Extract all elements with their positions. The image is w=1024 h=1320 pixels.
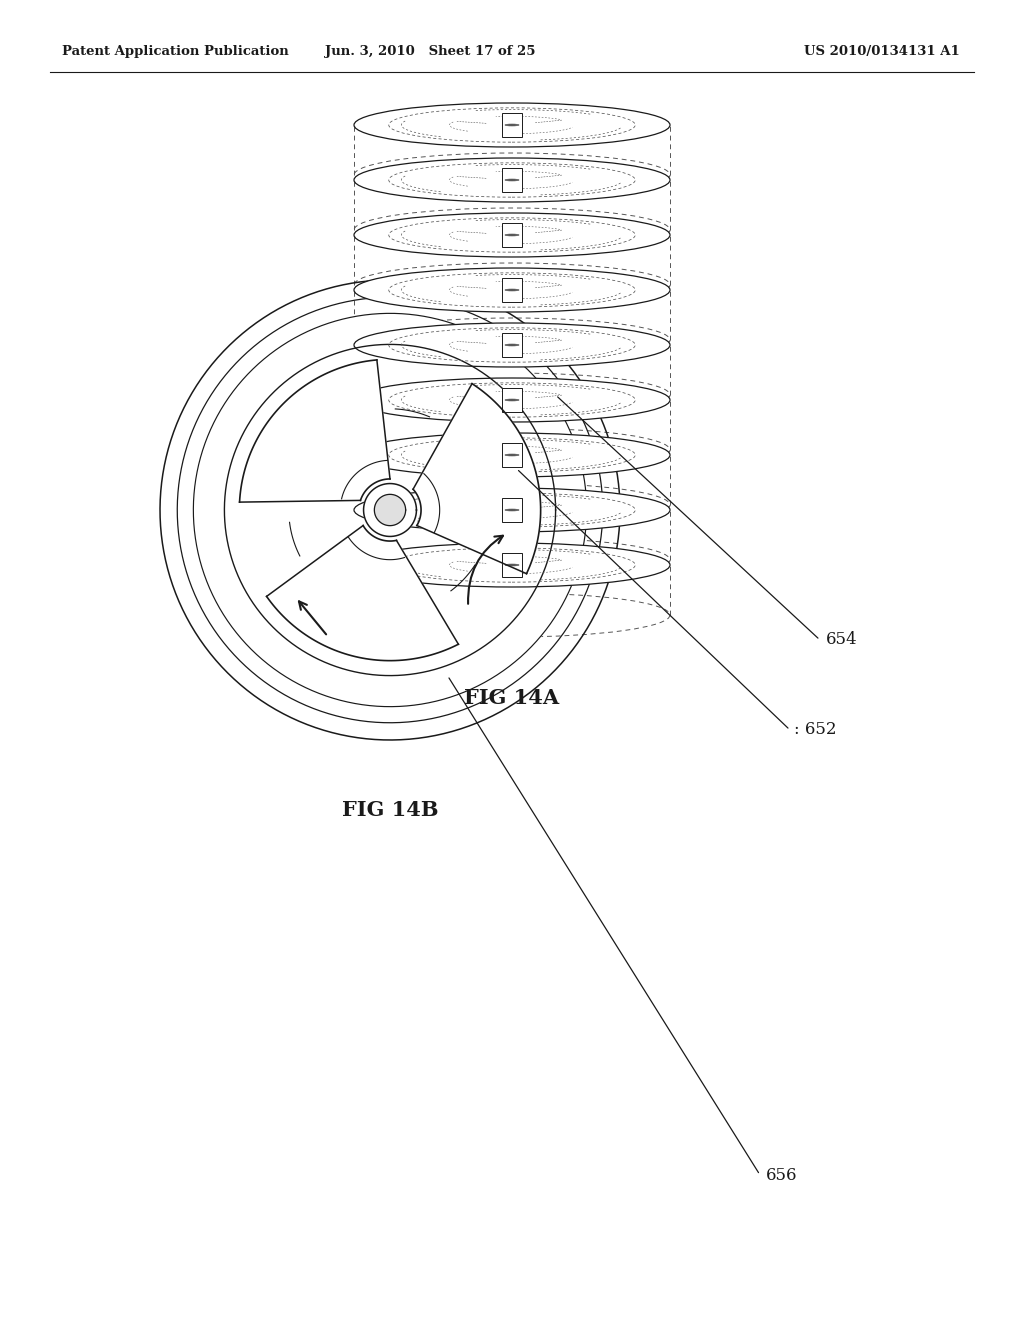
Text: FIG 14B: FIG 14B — [342, 800, 438, 820]
Ellipse shape — [505, 564, 519, 566]
Bar — [502, 223, 522, 247]
Bar — [502, 114, 522, 137]
Polygon shape — [240, 360, 390, 502]
Ellipse shape — [505, 510, 519, 511]
Ellipse shape — [354, 433, 670, 477]
Ellipse shape — [505, 289, 519, 290]
Text: : 652: : 652 — [794, 722, 837, 738]
Ellipse shape — [354, 378, 670, 422]
Circle shape — [375, 495, 406, 525]
Ellipse shape — [354, 213, 670, 257]
Bar — [502, 168, 522, 193]
Ellipse shape — [354, 543, 670, 587]
Text: 654: 654 — [826, 631, 858, 648]
Text: Patent Application Publication: Patent Application Publication — [62, 45, 289, 58]
Bar — [502, 388, 522, 412]
Ellipse shape — [505, 124, 519, 125]
Ellipse shape — [505, 399, 519, 401]
Ellipse shape — [505, 345, 519, 346]
Circle shape — [194, 313, 587, 706]
Ellipse shape — [354, 268, 670, 312]
Bar — [502, 444, 522, 467]
Text: US 2010/0134131 A1: US 2010/0134131 A1 — [804, 45, 961, 58]
Bar — [502, 333, 522, 358]
Polygon shape — [266, 525, 459, 660]
Ellipse shape — [505, 454, 519, 455]
Bar — [502, 279, 522, 302]
Circle shape — [224, 345, 556, 676]
Text: Jun. 3, 2010   Sheet 17 of 25: Jun. 3, 2010 Sheet 17 of 25 — [325, 45, 536, 58]
Ellipse shape — [354, 488, 670, 532]
Bar — [502, 498, 522, 523]
Text: 656: 656 — [766, 1167, 798, 1184]
Text: FIG 14A: FIG 14A — [465, 688, 559, 708]
Polygon shape — [413, 384, 541, 574]
Ellipse shape — [354, 323, 670, 367]
Ellipse shape — [354, 103, 670, 147]
Ellipse shape — [505, 180, 519, 181]
Circle shape — [364, 483, 417, 536]
Ellipse shape — [354, 158, 670, 202]
Ellipse shape — [505, 234, 519, 236]
Bar — [502, 553, 522, 577]
